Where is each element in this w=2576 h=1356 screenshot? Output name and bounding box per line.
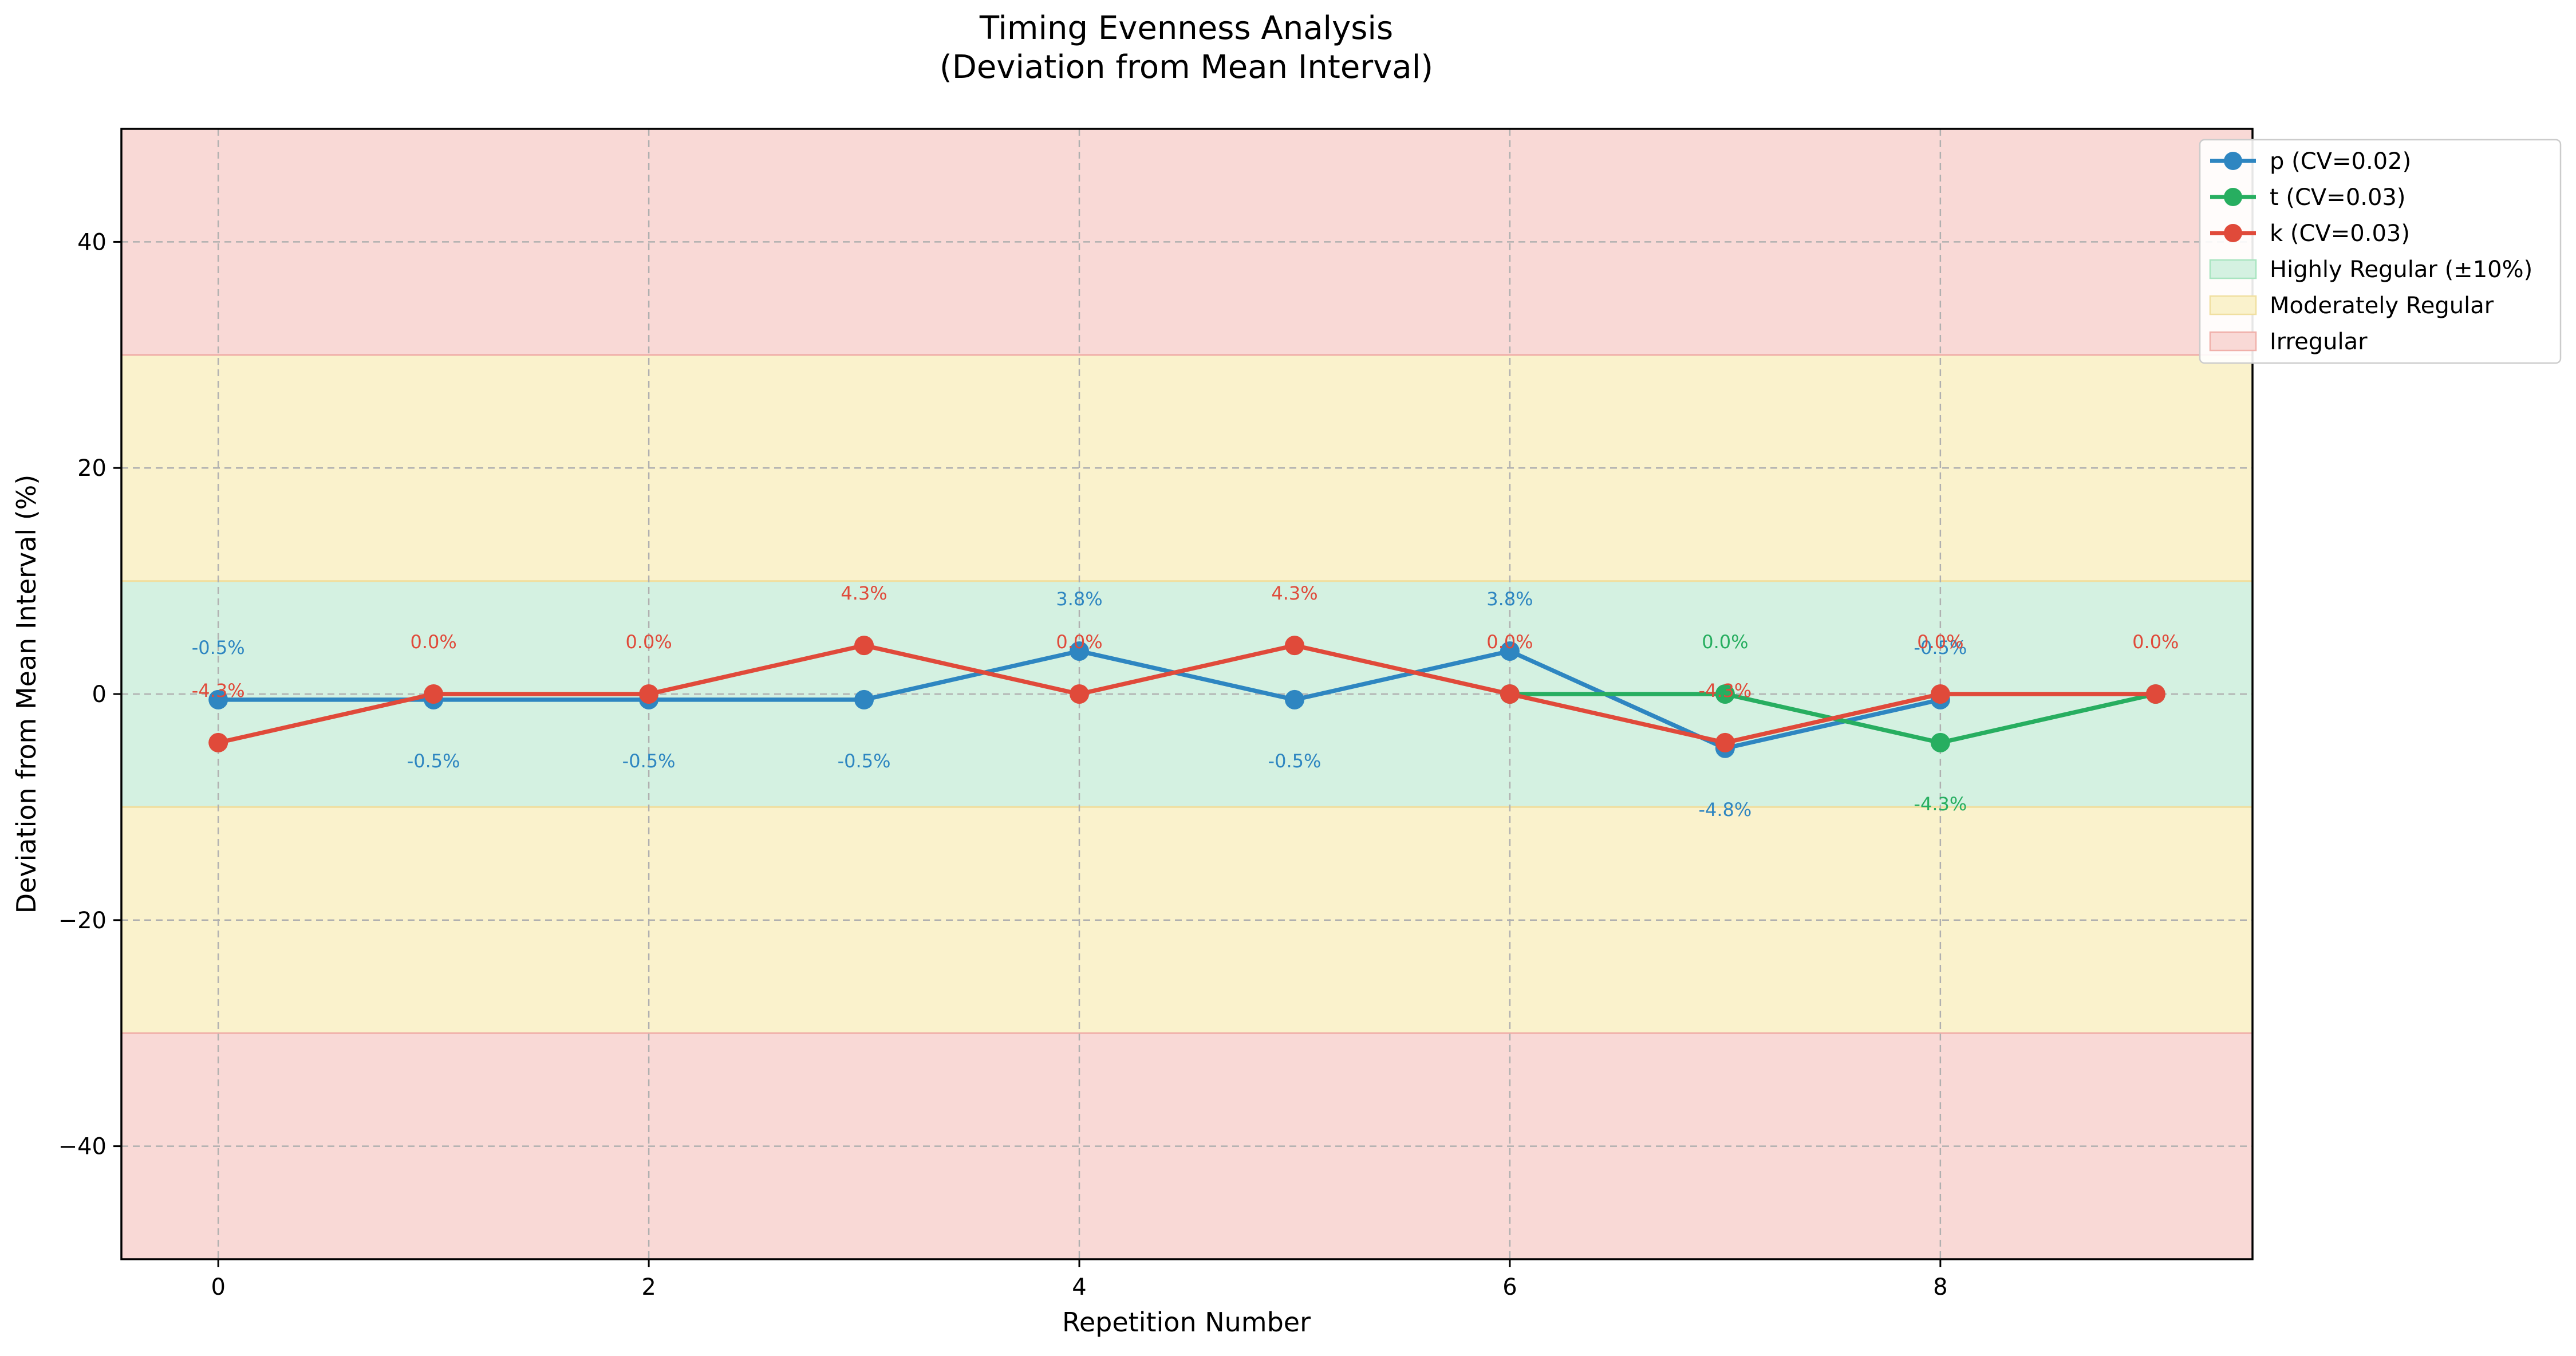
legend-label-k: k (CV=0.03) (2270, 220, 2410, 247)
data-label-k-2: 0.0% (625, 631, 672, 653)
legend-label-highly: Highly Regular (±10%) (2270, 257, 2532, 283)
marker-p-5 (1284, 689, 1304, 709)
data-label-p-5: -0.5% (1268, 750, 1321, 772)
marker-p-4 (1070, 641, 1090, 661)
legend-label-p: p (CV=0.02) (2270, 148, 2411, 175)
legend-swatch-highly (2209, 259, 2257, 279)
marker-k-0 (208, 732, 228, 752)
data-label-k-9: 0.0% (2132, 631, 2179, 653)
data-label-p-0: -0.5% (192, 637, 245, 659)
legend-label-t: t (CV=0.03) (2270, 184, 2405, 211)
x-tick-label-3: 6 (1502, 1274, 1517, 1300)
data-label-t-7: 0.0% (1702, 631, 1748, 653)
legend-swatch-irregular (2209, 331, 2257, 352)
marker-k-9 (2145, 684, 2165, 704)
y-tick-label-2: 0 (92, 681, 106, 708)
marker-k-7 (1715, 732, 1735, 752)
data-label-k-6: 0.0% (1486, 631, 1533, 653)
marker-k-5 (1284, 636, 1304, 656)
marker-p-6 (1500, 641, 1520, 661)
data-label-k-5: 4.3% (1271, 582, 1317, 604)
marker-t-8 (1930, 732, 1950, 752)
legend-marker-k (2224, 224, 2242, 242)
legend-marker-p (2224, 152, 2242, 170)
y-tick-label-0: −40 (58, 1134, 106, 1160)
data-label-k-7: -4.3% (1698, 680, 1751, 701)
legend-label-irregular: Irregular (2270, 329, 2368, 355)
legend-marker-t (2224, 188, 2242, 206)
chart-title: Timing Evenness Analysis (979, 10, 1393, 47)
plot-area: -0.5% -0.5% -0.5% -0.5% 3.8% -0.5% 3.8% -4.8% -0… (58, 128, 2254, 1300)
legend: p (CV=0.02) t (CV=0.03) k (CV=0.03) Highly … (2199, 139, 2562, 364)
legend-swatch-moderately (2209, 295, 2257, 316)
marker-k-8 (1930, 684, 1950, 704)
x-tick-label-1: 2 (641, 1274, 656, 1300)
data-label-p-3: -0.5% (838, 750, 891, 772)
data-label-k-0: -4.3% (192, 680, 245, 701)
data-label-k-3: 4.3% (841, 582, 887, 604)
data-label-p-4: 3.8% (1056, 588, 1102, 610)
x-axis-label: Repetition Number (1062, 1307, 1311, 1338)
data-label-p-1: -0.5% (407, 750, 460, 772)
data-label-t-8: -4.3% (1914, 793, 1967, 815)
x-tick-label-2: 4 (1072, 1274, 1086, 1300)
data-label-p-6: 3.8% (1486, 588, 1533, 610)
y-tick-label-1: −20 (58, 908, 106, 934)
chart-subtitle: (Deviation from Mean Interval) (940, 49, 1433, 86)
data-label-k-4: 0.0% (1056, 631, 1102, 653)
y-axis-label: Deviation from Mean Interval (%) (11, 475, 42, 914)
legend-label-moderately: Moderately Regular (2270, 293, 2494, 319)
marker-p-3 (854, 689, 874, 709)
marker-k-6 (1500, 684, 1520, 704)
marker-k-3 (854, 636, 874, 656)
x-tick-label-0: 0 (211, 1274, 225, 1300)
legend-box (2199, 139, 2562, 364)
data-label-k-1: 0.0% (410, 631, 456, 653)
series-line-k (218, 643, 2156, 745)
y-tick-label-4: 40 (77, 229, 106, 255)
data-label-p-8: -0.5% (1914, 637, 1967, 659)
data-label-k-8: 0.0% (1917, 631, 1963, 653)
marker-t-7 (1715, 684, 1735, 704)
data-label-p-2: -0.5% (622, 750, 676, 772)
y-tick-label-3: 20 (77, 455, 106, 482)
data-label-p-7: -4.8% (1698, 799, 1751, 821)
x-tick-label-4: 8 (1933, 1274, 1947, 1300)
marker-k-1 (424, 684, 444, 704)
marker-p-0 (208, 689, 228, 709)
marker-k-4 (1070, 684, 1090, 704)
marker-k-2 (639, 684, 659, 704)
